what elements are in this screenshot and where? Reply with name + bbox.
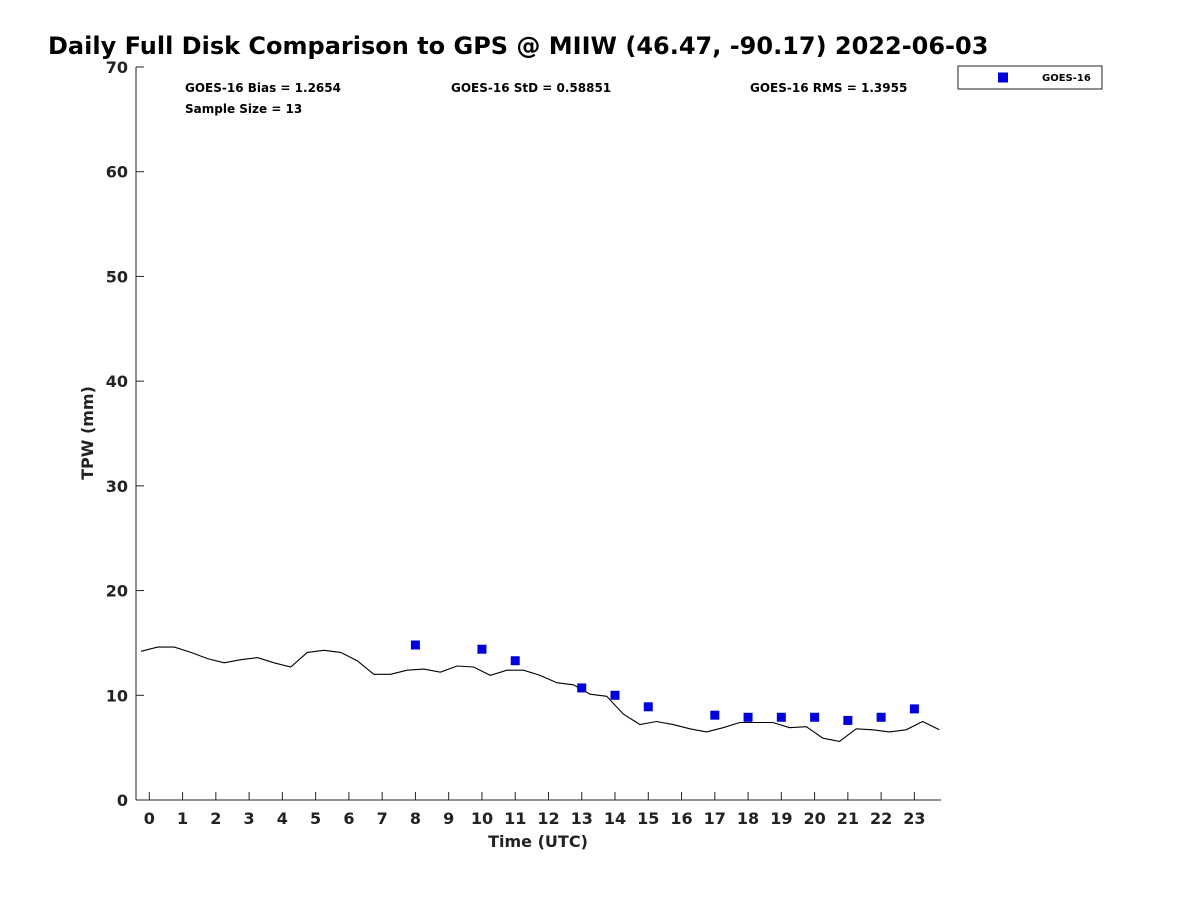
y-tick-label: 70 (106, 58, 128, 77)
goes16-point (510, 656, 520, 666)
goes16-point (577, 683, 587, 693)
goes16-point (876, 712, 886, 722)
x-tick-label: 19 (770, 809, 792, 828)
x-axis-label: Time (UTC) (488, 832, 588, 851)
goes16-series (410, 640, 919, 725)
y-tick-label: 40 (106, 372, 128, 391)
x-tick-label: 12 (537, 809, 559, 828)
x-tick-label: 13 (571, 809, 593, 828)
x-tick-label: 18 (737, 809, 759, 828)
legend-label: GOES-16 (1042, 73, 1091, 84)
goes16-point (710, 710, 720, 720)
x-tick-label: 22 (870, 809, 892, 828)
y-tick-label: 20 (106, 582, 128, 601)
goes16-point (843, 715, 853, 725)
goes16-point (610, 690, 620, 700)
gps-line-series (140, 646, 940, 742)
y-tick-label: 10 (106, 686, 128, 705)
gps-tpw-line (140, 646, 940, 742)
x-tick-label: 6 (343, 809, 354, 828)
y-tick-label: 50 (106, 267, 128, 286)
goes16-point (743, 712, 753, 722)
y-tick-label: 60 (106, 163, 128, 182)
x-tick-label: 9 (443, 809, 454, 828)
x-tick-label: 23 (903, 809, 925, 828)
x-tick-label: 16 (670, 809, 692, 828)
x-tick-label: 10 (471, 809, 493, 828)
x-tick-label: 1 (177, 809, 188, 828)
goes16-point (776, 712, 786, 722)
x-tick-label: 21 (837, 809, 859, 828)
goes16-point (477, 644, 487, 654)
x-tick-label: 20 (803, 809, 825, 828)
y-tick-label: 30 (106, 477, 128, 496)
x-tick-label: 5 (310, 809, 321, 828)
chart-title: Daily Full Disk Comparison to GPS @ MIIW… (48, 32, 988, 60)
x-tick-group: 0 1 2 3 4 5 6 7 8 9 10 11 12 13 14 15 16 17 18 19 20 21 22 23 (144, 792, 926, 828)
y-tick-group: 0 10 20 30 40 50 60 70 (106, 58, 144, 810)
x-tick-label: 2 (210, 809, 221, 828)
x-tick-label: 4 (277, 809, 288, 828)
y-axis-label: TPW (mm) (78, 386, 97, 480)
x-tick-label: 7 (377, 809, 388, 828)
std-stat: GOES-16 StD = 0.58851 (451, 81, 611, 95)
rms-stat: GOES-16 RMS = 1.3955 (750, 81, 907, 95)
goes16-point (810, 712, 820, 722)
goes16-point (410, 640, 420, 650)
y-tick-label: 0 (117, 791, 128, 810)
x-tick-label: 8 (410, 809, 421, 828)
goes16-point (643, 702, 653, 712)
x-tick-label: 11 (504, 809, 526, 828)
x-tick-label: 0 (144, 809, 155, 828)
legend: GOES-16 (957, 65, 1103, 90)
x-tick-label: 15 (637, 809, 659, 828)
legend-box (957, 65, 1103, 90)
bias-stat: GOES-16 Bias = 1.2654 (185, 81, 341, 95)
x-tick-label: 17 (704, 809, 726, 828)
goes16-point (909, 704, 919, 714)
x-tick-label: 14 (604, 809, 626, 828)
plot-axes (135, 67, 941, 801)
stats-block: GOES-16 Bias = 1.2654 GOES-16 StD = 0.58… (185, 81, 907, 116)
x-tick-label: 3 (244, 809, 255, 828)
sample-size-stat: Sample Size = 13 (185, 102, 302, 116)
legend-square-icon (998, 72, 1008, 83)
